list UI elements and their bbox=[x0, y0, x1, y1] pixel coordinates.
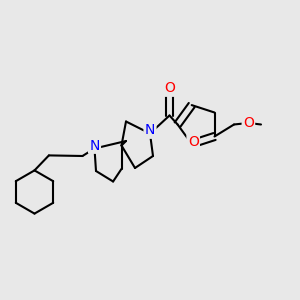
Text: N: N bbox=[145, 124, 155, 137]
Text: O: O bbox=[188, 134, 199, 148]
Text: N: N bbox=[89, 139, 100, 152]
Text: O: O bbox=[164, 82, 175, 95]
Text: O: O bbox=[243, 116, 254, 130]
